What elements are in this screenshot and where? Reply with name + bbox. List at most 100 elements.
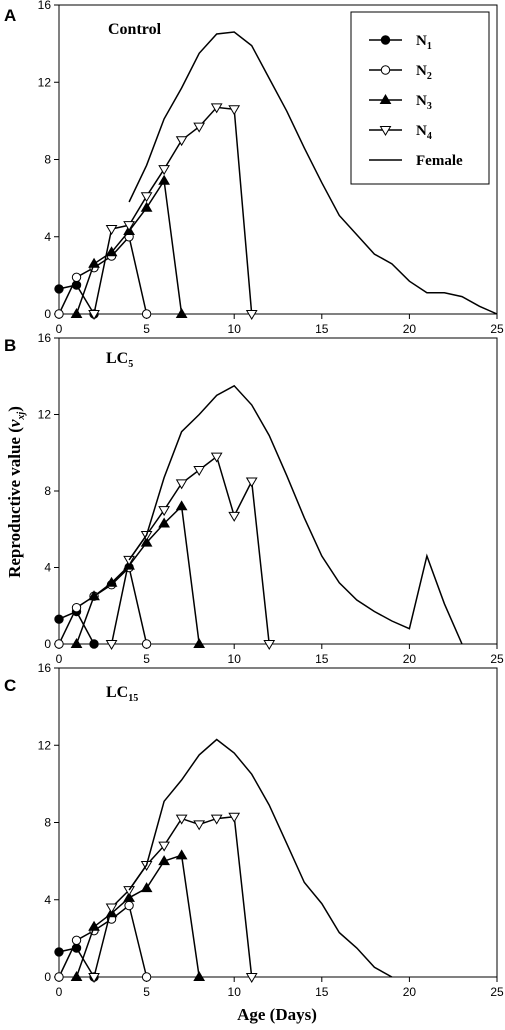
data-point	[158, 174, 170, 185]
panel-c-yaxis: 0 4 8 12 16	[38, 661, 59, 984]
series-line-3	[75, 504, 200, 645]
x-tick-label: 10	[228, 322, 242, 336]
y-tick-label: 8	[44, 816, 51, 830]
data-point	[158, 506, 170, 517]
data-point	[210, 814, 223, 825]
panel-b-frame	[58, 337, 498, 645]
data-point	[228, 812, 241, 823]
data-point	[141, 972, 152, 982]
data-point	[54, 309, 64, 319]
x-tick-label: 15	[315, 985, 329, 999]
data-point	[123, 221, 135, 232]
data-point	[158, 165, 170, 176]
x-tick-label: 20	[403, 985, 417, 999]
data-point	[228, 105, 241, 116]
data-point	[140, 201, 153, 212]
x-axis-title: Age (Days)	[237, 1005, 317, 1024]
data-point	[89, 639, 99, 649]
legend-label: N4	[416, 123, 432, 142]
x-tick-label: 10	[228, 985, 242, 999]
legend-marker	[380, 35, 391, 45]
x-tick-label: 0	[56, 985, 63, 999]
panel-a-series	[54, 31, 498, 320]
panel-a-letter: A	[4, 6, 16, 25]
panel-b-yaxis: 0 4 8 12 16	[38, 331, 59, 651]
y-axis-title: Reproductive value (vxj)	[5, 406, 27, 578]
data-point	[105, 576, 118, 587]
y-tick-label: 0	[44, 637, 51, 651]
x-tick-label: 20	[403, 652, 417, 666]
series-line-5	[128, 31, 498, 315]
panel-b-series	[54, 384, 463, 650]
series-line-4	[93, 106, 253, 315]
x-tick-label: 5	[143, 652, 150, 666]
panel-a-xaxis: 0 5 10 15 20 25	[56, 314, 504, 336]
data-point	[54, 947, 64, 957]
data-point	[193, 638, 206, 648]
panel-a-legend: N1 N2 N3 N4 Female	[350, 11, 490, 185]
data-point	[210, 103, 223, 114]
y-tick-label: 8	[44, 153, 51, 167]
series-line-5	[128, 384, 463, 645]
legend-label: N3	[416, 93, 432, 112]
y-tick-label: 4	[44, 230, 51, 244]
data-point	[141, 309, 152, 319]
data-point	[54, 639, 64, 649]
data-point	[105, 246, 118, 257]
data-point	[123, 886, 135, 897]
panel-c: C LC15 0 4 8 12 16 0 5 10 15 20 25	[4, 661, 504, 999]
data-point	[193, 820, 206, 831]
series-line-2	[58, 235, 148, 315]
data-point	[70, 308, 83, 318]
panel-c-letter: C	[4, 676, 16, 695]
legend-label: N1	[416, 33, 432, 52]
data-point	[175, 814, 188, 825]
x-tick-label: 25	[490, 652, 504, 666]
y-tick-label: 12	[38, 408, 52, 422]
data-point	[140, 192, 153, 203]
data-point	[245, 477, 258, 488]
data-point	[123, 891, 135, 902]
panel-b-label: LC5	[106, 350, 133, 370]
data-point	[141, 639, 152, 649]
series-line-2	[58, 904, 148, 978]
panel-c-xaxis: 0 5 10 15 20 25	[56, 977, 504, 999]
data-point	[54, 972, 64, 982]
x-tick-label: 5	[143, 985, 150, 999]
x-tick-label: 25	[490, 322, 504, 336]
data-point	[71, 272, 82, 283]
data-point	[175, 500, 188, 511]
data-point	[71, 935, 82, 946]
x-tick-label: 0	[56, 652, 63, 666]
data-point	[140, 536, 153, 547]
data-point	[105, 640, 118, 650]
panel-c-frame	[58, 667, 498, 978]
y-tick-label: 4	[44, 893, 51, 907]
y-tick-label: 0	[44, 970, 51, 984]
data-point	[105, 225, 118, 236]
panel-c-series	[54, 738, 393, 983]
panel-a: A Control 0 4 8 12 16 0 5 10 15 20 25 N1 N2 N3 N4 Fem…	[4, 0, 504, 336]
data-point	[263, 640, 276, 650]
x-tick-label: 25	[490, 985, 504, 999]
y-tick-label: 8	[44, 484, 51, 498]
data-point	[158, 855, 170, 866]
legend-marker	[380, 65, 391, 75]
panel-b: B LC5 0 4 8 12 16 0 5 10 15 20 25	[4, 331, 504, 666]
panel-a-label: Control	[108, 21, 162, 38]
y-tick-label: 0	[44, 307, 51, 321]
y-tick-label: 12	[38, 738, 52, 752]
data-point	[105, 903, 118, 914]
data-point	[71, 602, 82, 613]
x-tick-label: 0	[56, 322, 63, 336]
x-tick-label: 15	[315, 322, 329, 336]
series-line-5	[128, 738, 393, 978]
data-point	[193, 971, 206, 981]
legend-marker	[379, 94, 392, 104]
data-point	[193, 122, 206, 133]
data-point	[140, 882, 153, 893]
data-point	[88, 590, 100, 601]
data-point	[54, 614, 64, 624]
data-point	[88, 310, 100, 320]
